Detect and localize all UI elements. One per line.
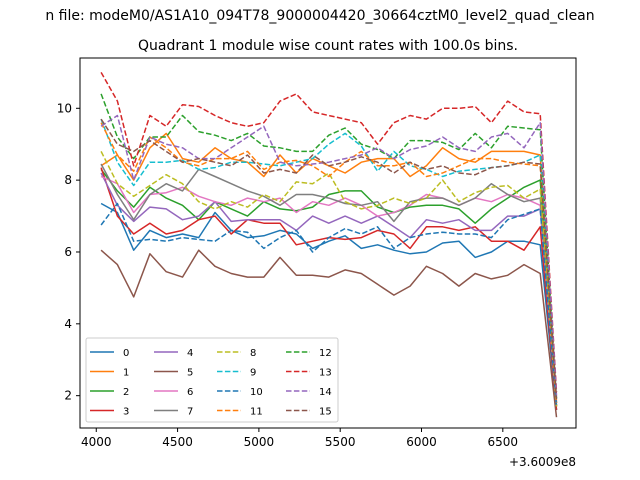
x-tick-label: 6500 (488, 435, 519, 449)
x-tick-label: 5000 (244, 435, 275, 449)
figure-suptitle: n file: modeM0/AS1A10_094T78_9000004420_… (45, 8, 594, 24)
legend-label-1: 1 (123, 368, 129, 379)
series-line-7 (100, 163, 558, 403)
series-line-12 (100, 93, 558, 400)
y-axis: 2 4 6 8 10 (57, 101, 80, 403)
x-tick-label: 4500 (162, 435, 193, 449)
series-line-4 (100, 172, 558, 407)
series-line-14 (100, 114, 558, 396)
x-tick-label: 6000 (406, 435, 437, 449)
plot-frame (79, 57, 577, 429)
y-tick-label: 10 (57, 101, 72, 115)
legend-label-6: 6 (187, 387, 193, 398)
series-line-15 (100, 118, 558, 400)
legend-box (85, 337, 339, 423)
legend-label-8: 8 (250, 348, 256, 359)
y-tick-label: 2 (64, 389, 72, 403)
x-tick-label: 5500 (325, 435, 356, 449)
series-line-10 (100, 202, 558, 407)
y-tick-label: 6 (64, 245, 72, 259)
series-layer (100, 72, 558, 418)
legend-label-7: 7 (187, 407, 193, 418)
series-line-0 (100, 202, 558, 411)
legend-label-15: 15 (319, 407, 332, 418)
legend-label-3: 3 (123, 407, 129, 418)
legend-label-9: 9 (250, 368, 256, 379)
legend-label-12: 12 (319, 348, 332, 359)
chart-title: Quadrant 1 module wise count rates with … (138, 38, 518, 54)
legend-label-2: 2 (123, 387, 129, 398)
series-line-8 (100, 151, 558, 407)
y-tick-label: 4 (64, 317, 72, 331)
legend-label-13: 13 (319, 368, 332, 379)
series-line-11 (100, 122, 558, 403)
series-line-9 (100, 118, 558, 400)
legend-label-10: 10 (250, 387, 263, 398)
series-line-13 (100, 72, 558, 393)
x-tick-label: 4000 (81, 435, 112, 449)
legend-label-11: 11 (250, 407, 263, 418)
legend-label-0: 0 (123, 348, 129, 359)
x-axis: 4000 4500 5000 5500 6000 6500 (81, 428, 518, 449)
y-tick-label: 8 (64, 173, 72, 187)
series-line-2 (100, 168, 558, 407)
x-offset-label: +3.6009e8 (509, 455, 576, 469)
legend-label-4: 4 (187, 348, 193, 359)
series-line-5 (100, 249, 558, 418)
legend-label-5: 5 (187, 368, 193, 379)
legend-label-14: 14 (319, 387, 332, 398)
